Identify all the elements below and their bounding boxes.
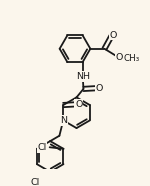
Text: O: O: [116, 53, 123, 62]
Text: O: O: [95, 84, 103, 93]
Text: Cl: Cl: [30, 178, 40, 186]
Text: O: O: [109, 31, 117, 40]
Text: CH₃: CH₃: [124, 54, 140, 63]
Text: Cl: Cl: [38, 143, 47, 152]
Text: O: O: [75, 100, 83, 109]
Text: NH: NH: [76, 72, 90, 81]
Text: N: N: [60, 116, 67, 125]
